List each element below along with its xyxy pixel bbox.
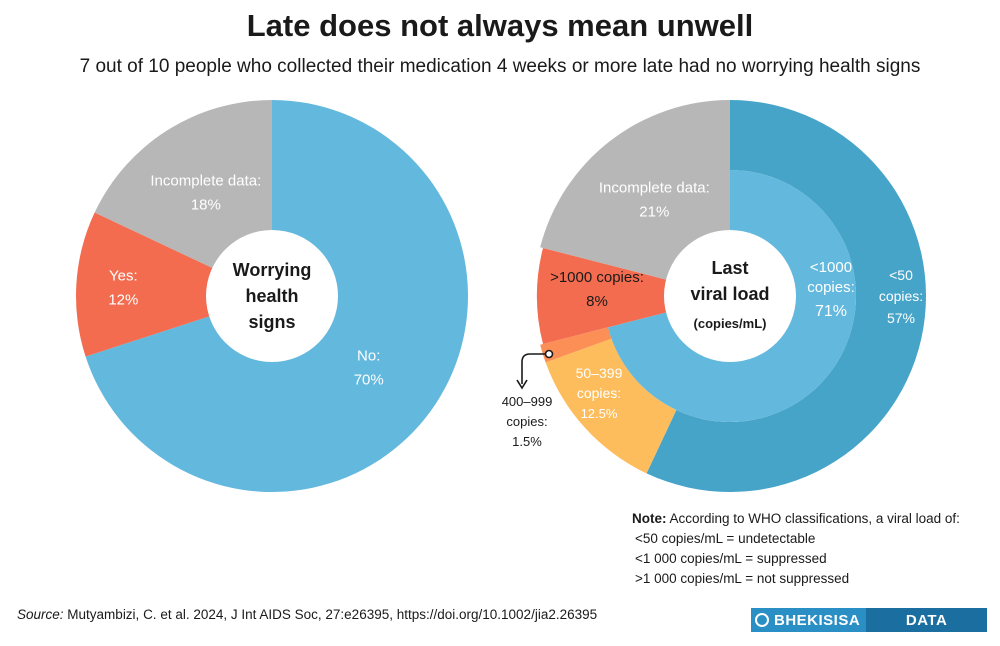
callout-arrowhead — [516, 379, 528, 390]
outer-label-400-999: 400–999 — [502, 394, 553, 409]
center-label-line: viral load — [690, 284, 769, 304]
callout-dot — [544, 349, 554, 359]
value-incomplete-data: 18% — [191, 197, 221, 214]
note-line-undetectable: <50 copies/mL = undetectable — [635, 531, 816, 546]
logo-text-2: DATA — [905, 611, 948, 629]
inner-label-1000: <1000 — [810, 259, 852, 276]
inner-value-1000-copies: 8% — [586, 293, 608, 310]
outer-value-400-999: 1.5% — [512, 434, 542, 449]
callout-leader-line — [521, 353, 547, 384]
globe-icon — [755, 613, 769, 627]
bhekisisa-data-logo: BHEKISISA DATA — [751, 608, 987, 632]
center-label-line: Last — [711, 258, 748, 278]
outer-value-50-399: 12.5% — [581, 406, 618, 421]
note-label: Note: — [632, 511, 667, 526]
viral-load-donut: <1000 copies: 71% >1000 copies: 8% Incomplete… — [502, 100, 927, 493]
center-label-line: signs — [248, 312, 295, 332]
inner-slice-1000-copies — [536, 247, 730, 345]
value-yes: 12% — [108, 292, 138, 309]
outer-value-50: 57% — [887, 310, 915, 326]
donut-hole — [206, 230, 338, 362]
inner-value-incomplete-data: 21% — [639, 203, 669, 220]
outer-label2-50-399: copies: — [577, 385, 621, 401]
note-text: According to WHO classifications, a vira… — [669, 511, 960, 526]
logo-secondary: DATA — [866, 608, 987, 632]
slice-incomplete-data — [94, 100, 272, 296]
outer-label-50: <50 — [889, 267, 913, 283]
outer-slice-50-399 — [545, 338, 677, 474]
label-incomplete-data: Incomplete data: — [150, 173, 261, 190]
center-label-line: health — [245, 286, 298, 306]
value-no: 70% — [354, 371, 384, 388]
note-box: Note: According to WHO classifications, … — [632, 509, 960, 589]
outer-label2-400-999: copies: — [506, 414, 547, 429]
source-citation: Source: Mutyambizi, C. et al. 2024, J In… — [17, 607, 597, 622]
inner-value-1000: 71% — [815, 303, 847, 320]
outer-label-50-399: 50–399 — [576, 365, 623, 381]
note-line-suppressed: <1 000 copies/mL = suppressed — [635, 551, 827, 566]
source-label: Source: — [17, 607, 64, 622]
inner-label-1000-copies: >1000 copies: — [550, 269, 644, 286]
inner-slice-incomplete-data — [540, 100, 730, 296]
outer-label2-50: copies: — [879, 288, 923, 304]
chart-title: Late does not always mean unwell — [246, 8, 754, 43]
note-line-not-suppressed: >1 000 copies/mL = not suppressed — [635, 571, 850, 586]
center-label-line: Worrying — [233, 260, 312, 280]
label-no: No: — [357, 347, 380, 364]
inner-label2-1000: copies: — [807, 279, 855, 296]
source-text: Mutyambizi, C. et al. 2024, J Int AIDS S… — [67, 607, 598, 622]
logo-text-1: BHEKISISA — [774, 611, 861, 629]
inner-label-incomplete-data: Incomplete data: — [599, 179, 710, 196]
outer-slice-400-999 — [540, 327, 612, 363]
chart-subtitle: 7 out of 10 people who collected their m… — [79, 56, 921, 77]
logo-primary: BHEKISISA — [751, 608, 867, 632]
center-sublabel: (copies/mL) — [694, 316, 767, 331]
outer-slice-50 — [646, 100, 927, 493]
donut-hole — [664, 230, 796, 362]
slice-yes — [76, 212, 273, 357]
label-yes: Yes: — [109, 268, 138, 285]
health-signs-donut: No: 70% Yes: 12% Incomplete data: 18% Worrying… — [76, 100, 469, 493]
